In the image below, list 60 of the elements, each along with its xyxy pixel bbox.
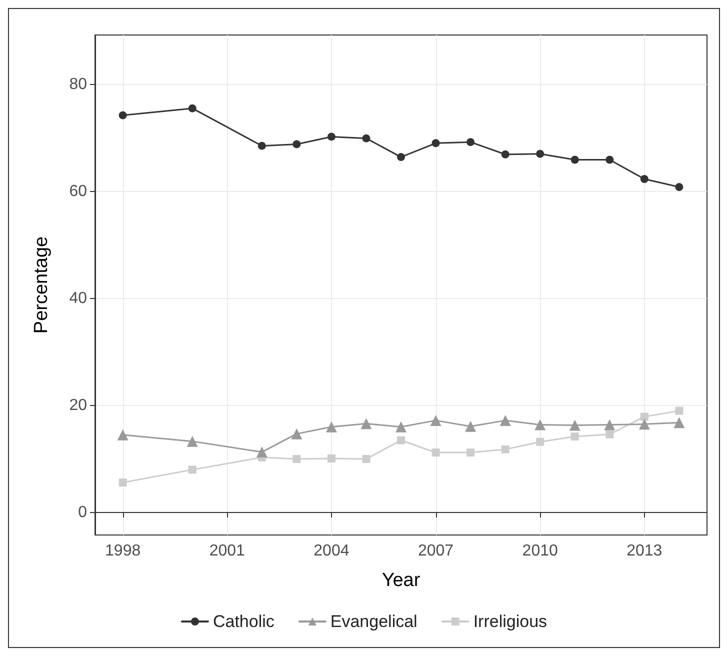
point	[570, 156, 579, 164]
legend-label: Irreligious	[473, 612, 548, 631]
point	[501, 150, 510, 158]
y-tick-label: 20	[69, 396, 88, 414]
point	[118, 111, 127, 120]
y-tick-label: 0	[78, 504, 88, 522]
point	[432, 139, 440, 148]
point	[569, 420, 580, 431]
point	[327, 132, 336, 141]
point	[466, 138, 475, 146]
point	[256, 446, 268, 458]
point	[292, 454, 301, 463]
point	[186, 436, 198, 447]
point	[118, 478, 127, 487]
legend-label: Evangelical	[330, 612, 418, 631]
point	[674, 417, 685, 428]
y-tick-label: 80	[69, 76, 88, 93]
y-tick-label: 40	[69, 290, 88, 307]
x-tick-label: 1998	[105, 542, 141, 560]
point	[606, 430, 614, 438]
legend-label: Catholic	[212, 612, 275, 631]
x-tick-label: 2010	[522, 542, 558, 560]
point	[326, 421, 337, 432]
point	[536, 438, 544, 446]
point	[501, 445, 510, 454]
point	[465, 420, 476, 432]
x-tick-label: 2004	[314, 542, 350, 560]
point	[638, 418, 650, 430]
point	[500, 414, 511, 426]
point	[396, 421, 406, 432]
point	[188, 466, 196, 474]
x-axis-title: Year	[382, 570, 421, 591]
point	[466, 448, 475, 457]
point	[362, 134, 370, 142]
point	[675, 406, 684, 415]
point	[432, 448, 440, 457]
point	[291, 428, 302, 440]
point	[536, 150, 544, 158]
point	[640, 175, 648, 183]
point	[606, 156, 614, 164]
y-axis-title: Percentage	[31, 236, 52, 334]
point	[397, 436, 405, 444]
point	[360, 418, 372, 430]
point	[292, 140, 301, 148]
x-tick-label: 2007	[418, 542, 454, 560]
point	[534, 419, 546, 430]
point	[258, 142, 266, 150]
point	[397, 153, 405, 162]
x-tick-label: 2013	[626, 542, 662, 560]
point	[604, 419, 616, 430]
point	[430, 414, 442, 426]
x-tick-label: 2001	[209, 542, 246, 560]
y-tick-label: 60	[69, 182, 88, 200]
point	[675, 183, 684, 192]
point	[117, 429, 128, 440]
point	[188, 104, 196, 112]
point	[570, 432, 579, 440]
point	[640, 412, 648, 421]
point	[362, 454, 370, 463]
point	[327, 454, 336, 462]
